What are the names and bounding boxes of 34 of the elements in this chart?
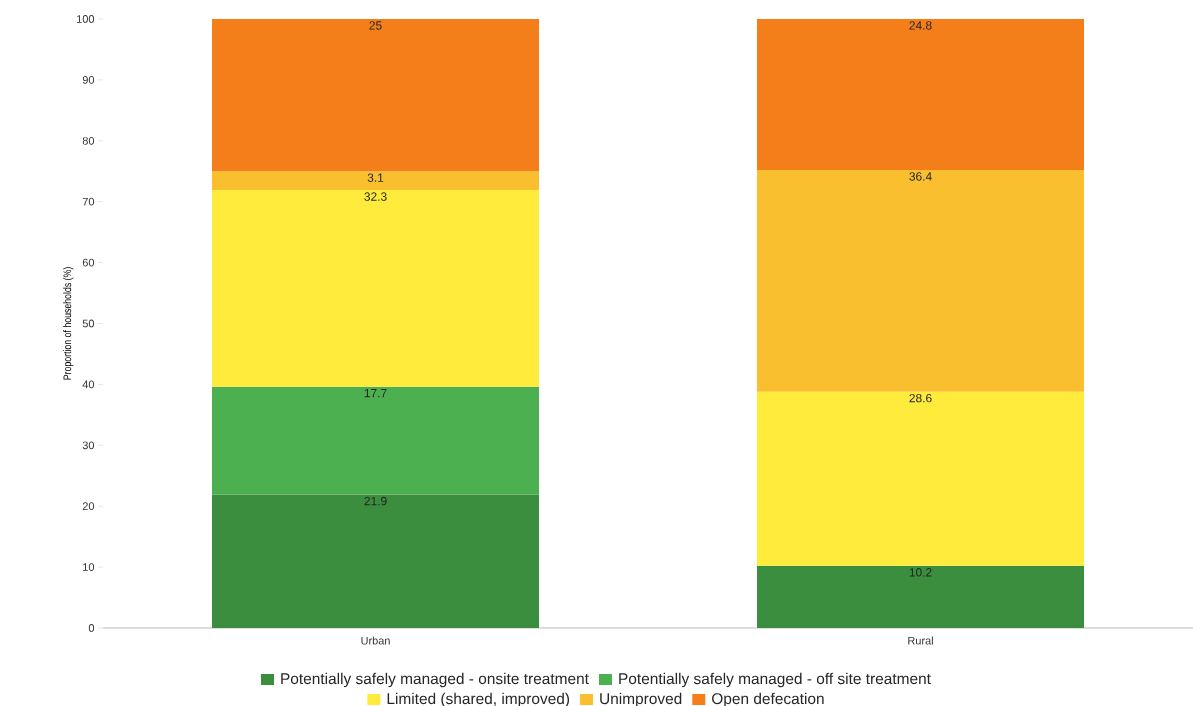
bar [212, 190, 540, 387]
y-tick-label: 80 [82, 136, 95, 145]
x-tick-label: Rural [908, 636, 933, 645]
legend-label: Potentially safely managed - off site treatment [619, 672, 931, 688]
y-tick-label: 0 [88, 624, 95, 632]
y-tick-label: 70 [82, 197, 95, 206]
bar [757, 18, 1085, 171]
data-label: 17.7 [364, 389, 387, 398]
bar [212, 386, 540, 495]
legend-label: Potentially safely managed - onsite treatment [281, 672, 589, 688]
bar [212, 171, 540, 191]
bar [757, 170, 1085, 392]
data-label: 24.8 [909, 21, 932, 30]
data-label: 3.1 [367, 173, 384, 182]
y-axis-title: Proportion of households (%) [63, 267, 74, 380]
data-label: 25 [369, 21, 382, 30]
data-label: 21.9 [364, 496, 387, 506]
data-label: 36.4 [909, 172, 932, 181]
data-label: 10.2 [909, 568, 932, 577]
y-tick-label: 20 [82, 502, 95, 511]
y-tick-label: 100 [77, 15, 95, 23]
x-tick-label: Urban [361, 636, 390, 645]
data-label: 28.6 [909, 393, 932, 403]
bar [757, 565, 1085, 628]
y-tick-label: 50 [82, 319, 95, 328]
y-tick-label: 90 [82, 76, 95, 84]
data-label: 32.3 [364, 192, 387, 201]
bar [212, 494, 540, 628]
y-tick-label: 60 [82, 258, 95, 267]
bar [757, 391, 1085, 566]
y-tick-label: 30 [82, 441, 95, 450]
bar [212, 18, 540, 172]
y-tick-label: 10 [83, 563, 95, 571]
y-tick-label: 40 [82, 380, 95, 389]
